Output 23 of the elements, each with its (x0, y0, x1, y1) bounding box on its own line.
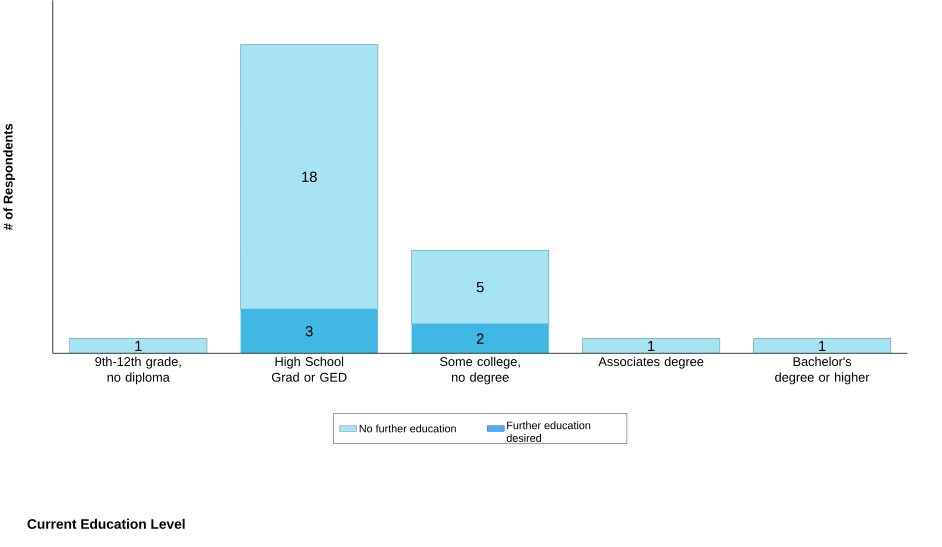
data-label: 18 (302, 171, 317, 182)
data-label: 3 (306, 326, 313, 336)
x-tick-label: Some college, no degree (440, 356, 520, 384)
legend-label: No further education (360, 424, 456, 432)
bar (69, 338, 208, 354)
data-label: 1 (819, 340, 826, 351)
bar (411, 250, 550, 324)
data-label: 2 (476, 333, 484, 344)
text: Current Education Level (28, 518, 185, 529)
legend-label: Further education desired (506, 421, 590, 442)
bar (582, 338, 720, 354)
x-tick-label: Associates degree (598, 356, 704, 368)
x-tick-label: Bachelor's degree or higher (775, 356, 870, 384)
bar (240, 308, 378, 354)
bar (753, 338, 892, 354)
x-tick-label: High School Grad or GED (272, 356, 346, 382)
bar (240, 44, 378, 310)
bar (412, 324, 549, 354)
data-label: 5 (476, 282, 484, 292)
data-label: 1 (135, 340, 142, 351)
x-tick-label: 9th-12th grade, no diploma (95, 356, 181, 384)
y-axis-title: # of Respondents (3, 124, 16, 230)
data-label: 1 (648, 340, 655, 351)
